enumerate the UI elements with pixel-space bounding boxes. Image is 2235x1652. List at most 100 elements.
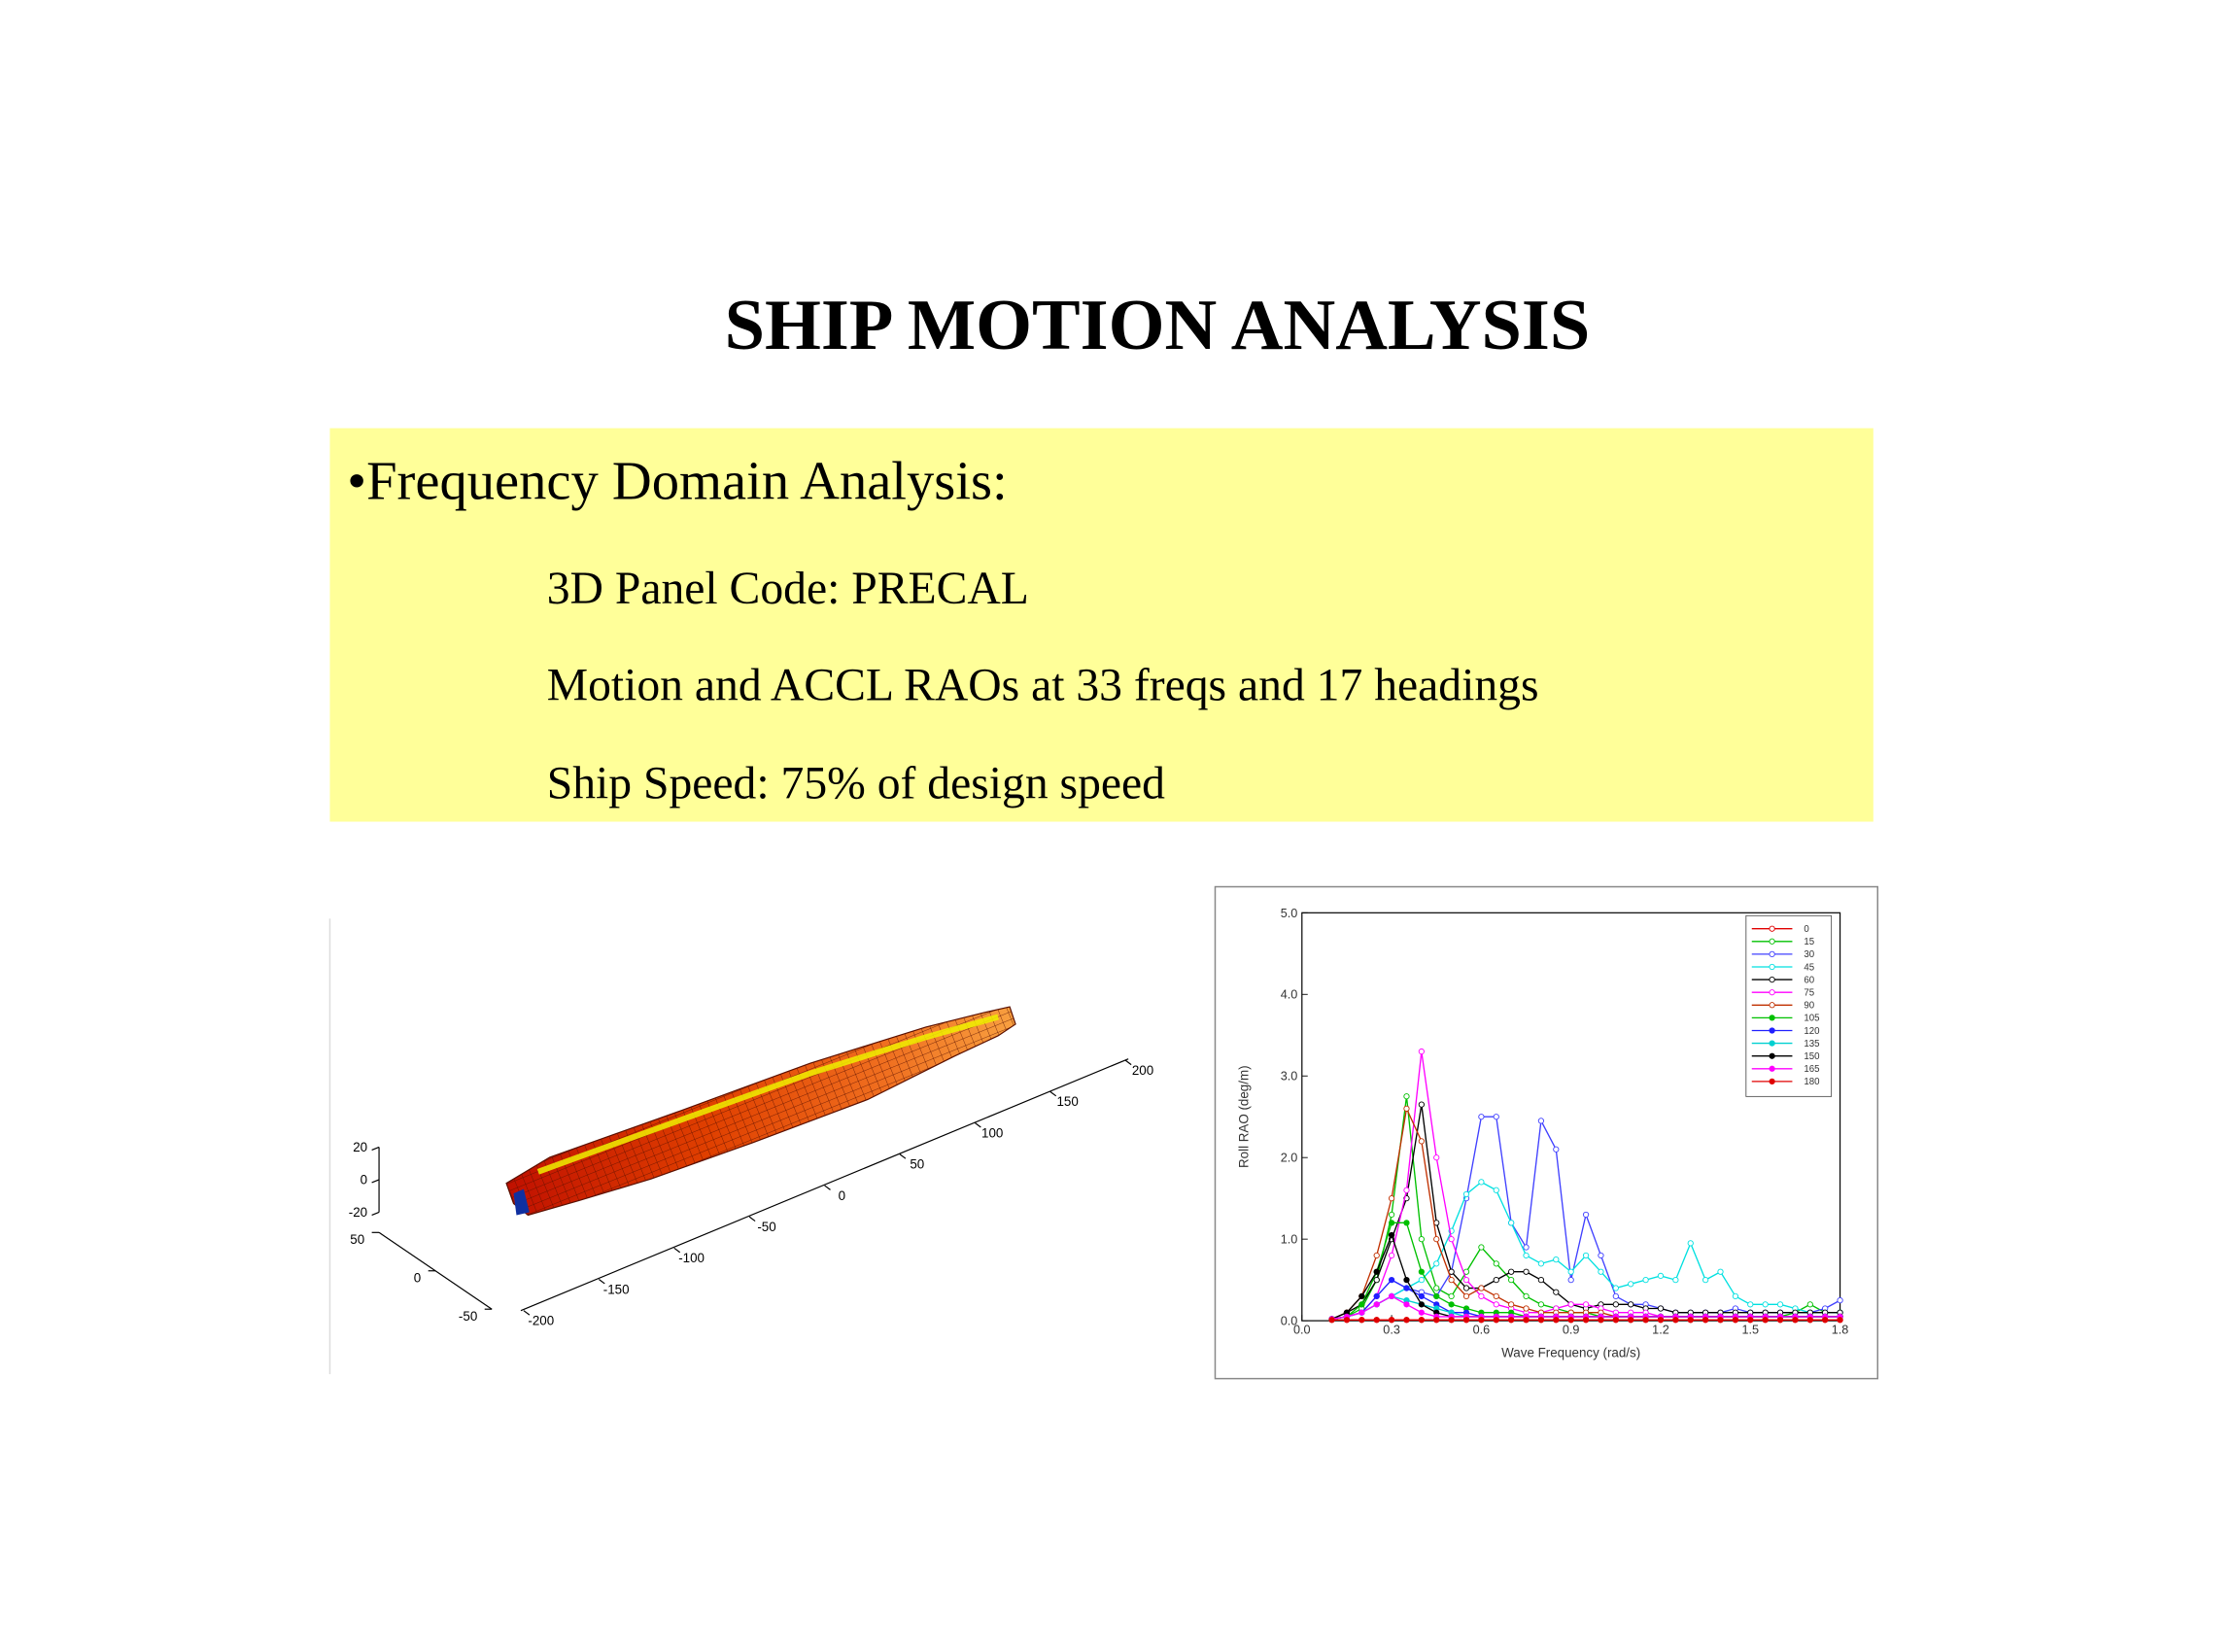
series-marker (1478, 1114, 1485, 1120)
series-marker (1792, 1317, 1799, 1324)
series-marker (1418, 1309, 1425, 1316)
series-marker (1388, 1211, 1395, 1219)
bullet-item: Motion and ACCL RAOs at 33 freqs and 17 … (547, 660, 1539, 710)
legend-marker (1769, 925, 1775, 932)
series-marker (1388, 1292, 1395, 1300)
series-marker (1328, 1317, 1335, 1324)
legend-label: 150 (1804, 1051, 1819, 1062)
legend-label: 180 (1804, 1077, 1819, 1087)
x-tick-label: 0 (839, 1188, 845, 1203)
series-marker (1762, 1317, 1769, 1324)
series-marker (1523, 1268, 1530, 1275)
x-tick-label: 150 (1056, 1094, 1078, 1109)
legend-marker (1769, 989, 1775, 996)
series-marker (1403, 1277, 1410, 1284)
series-marker (1462, 1317, 1470, 1324)
series-marker (1433, 1285, 1440, 1291)
x-tick (975, 1122, 981, 1128)
x-tick (824, 1185, 831, 1190)
series-marker (1747, 1301, 1754, 1308)
x-tick-label: -50 (757, 1220, 775, 1234)
series-marker (1418, 1301, 1425, 1308)
series-marker (1418, 1268, 1425, 1275)
series-marker (1672, 1317, 1679, 1324)
series-marker (1462, 1285, 1470, 1291)
y-tick-label: 5.0 (1281, 907, 1298, 920)
series-marker (1403, 1317, 1410, 1324)
series-marker (1612, 1285, 1619, 1291)
series-marker (1717, 1317, 1724, 1324)
legend-marker (1769, 1015, 1775, 1021)
x-axis-label: Wave Frequency (rad/s) (1501, 1345, 1640, 1359)
series-marker (1612, 1292, 1619, 1300)
y-tick-label: 0.0 (1281, 1315, 1298, 1328)
x-tick-label: 0.9 (1563, 1324, 1580, 1337)
y-tick-label: 2.0 (1281, 1152, 1298, 1165)
series-marker (1567, 1317, 1574, 1324)
x-tick-label: 0.6 (1473, 1324, 1491, 1337)
hull-mesh (506, 1007, 1016, 1216)
series-marker (1508, 1220, 1515, 1226)
x-axis-line (520, 1058, 1129, 1312)
series-marker (1358, 1309, 1365, 1316)
series-marker (1598, 1268, 1604, 1275)
x-tick-label: 1.2 (1652, 1324, 1669, 1337)
legend-label: 45 (1804, 962, 1814, 973)
legend-label: 0 (1804, 924, 1808, 935)
y-tick-label: 50 (350, 1232, 364, 1247)
series-marker (1433, 1260, 1440, 1267)
series-marker (1433, 1292, 1440, 1300)
series-marker (1687, 1240, 1694, 1247)
legend-marker (1769, 976, 1775, 983)
series-marker (1537, 1301, 1545, 1308)
series-marker (1657, 1305, 1665, 1312)
series-marker (1388, 1252, 1395, 1259)
series-marker (1567, 1301, 1574, 1308)
series-marker (1403, 1285, 1410, 1291)
series-marker (1358, 1317, 1365, 1324)
series-marker (1418, 1317, 1425, 1324)
series-marker (1448, 1277, 1455, 1284)
series-marker (1523, 1244, 1530, 1251)
legend-box (1745, 914, 1833, 1097)
series-marker (1433, 1236, 1440, 1243)
series-marker (1418, 1292, 1425, 1300)
legend-label: 135 (1804, 1039, 1819, 1050)
legend-marker (1769, 950, 1775, 958)
legend-marker (1769, 938, 1775, 945)
series-marker (1687, 1317, 1694, 1324)
series-marker (1822, 1317, 1829, 1324)
x-tick (1124, 1059, 1132, 1066)
series-marker (1418, 1236, 1425, 1243)
series-marker (1403, 1105, 1410, 1112)
legend-label: 60 (1804, 975, 1814, 985)
series-marker (1508, 1317, 1515, 1324)
series-marker (1493, 1277, 1499, 1284)
series-marker (1462, 1292, 1470, 1300)
series-marker (1567, 1268, 1574, 1275)
series-marker (1448, 1317, 1455, 1324)
bullet-item: Ship Speed: 75% of design speed (547, 759, 1165, 809)
series-marker (1358, 1292, 1365, 1300)
series-marker (1448, 1236, 1455, 1243)
x-tick-label: 0.3 (1383, 1324, 1400, 1337)
series-marker (1478, 1292, 1485, 1300)
series-marker (1717, 1268, 1724, 1275)
series-marker (1373, 1317, 1380, 1324)
series-marker (1628, 1301, 1634, 1308)
highlight-box (329, 428, 1874, 822)
series-marker (1612, 1301, 1619, 1308)
series-marker (1493, 1317, 1499, 1324)
series-marker (1388, 1195, 1395, 1202)
series-marker (1478, 1244, 1485, 1251)
series-marker (1553, 1289, 1560, 1295)
series-marker (1373, 1301, 1380, 1308)
series-marker (1373, 1292, 1380, 1300)
x-tick-label: 1.5 (1741, 1324, 1759, 1337)
series-marker (1418, 1101, 1425, 1108)
series-marker (1493, 1114, 1499, 1120)
series-marker (1776, 1317, 1784, 1324)
